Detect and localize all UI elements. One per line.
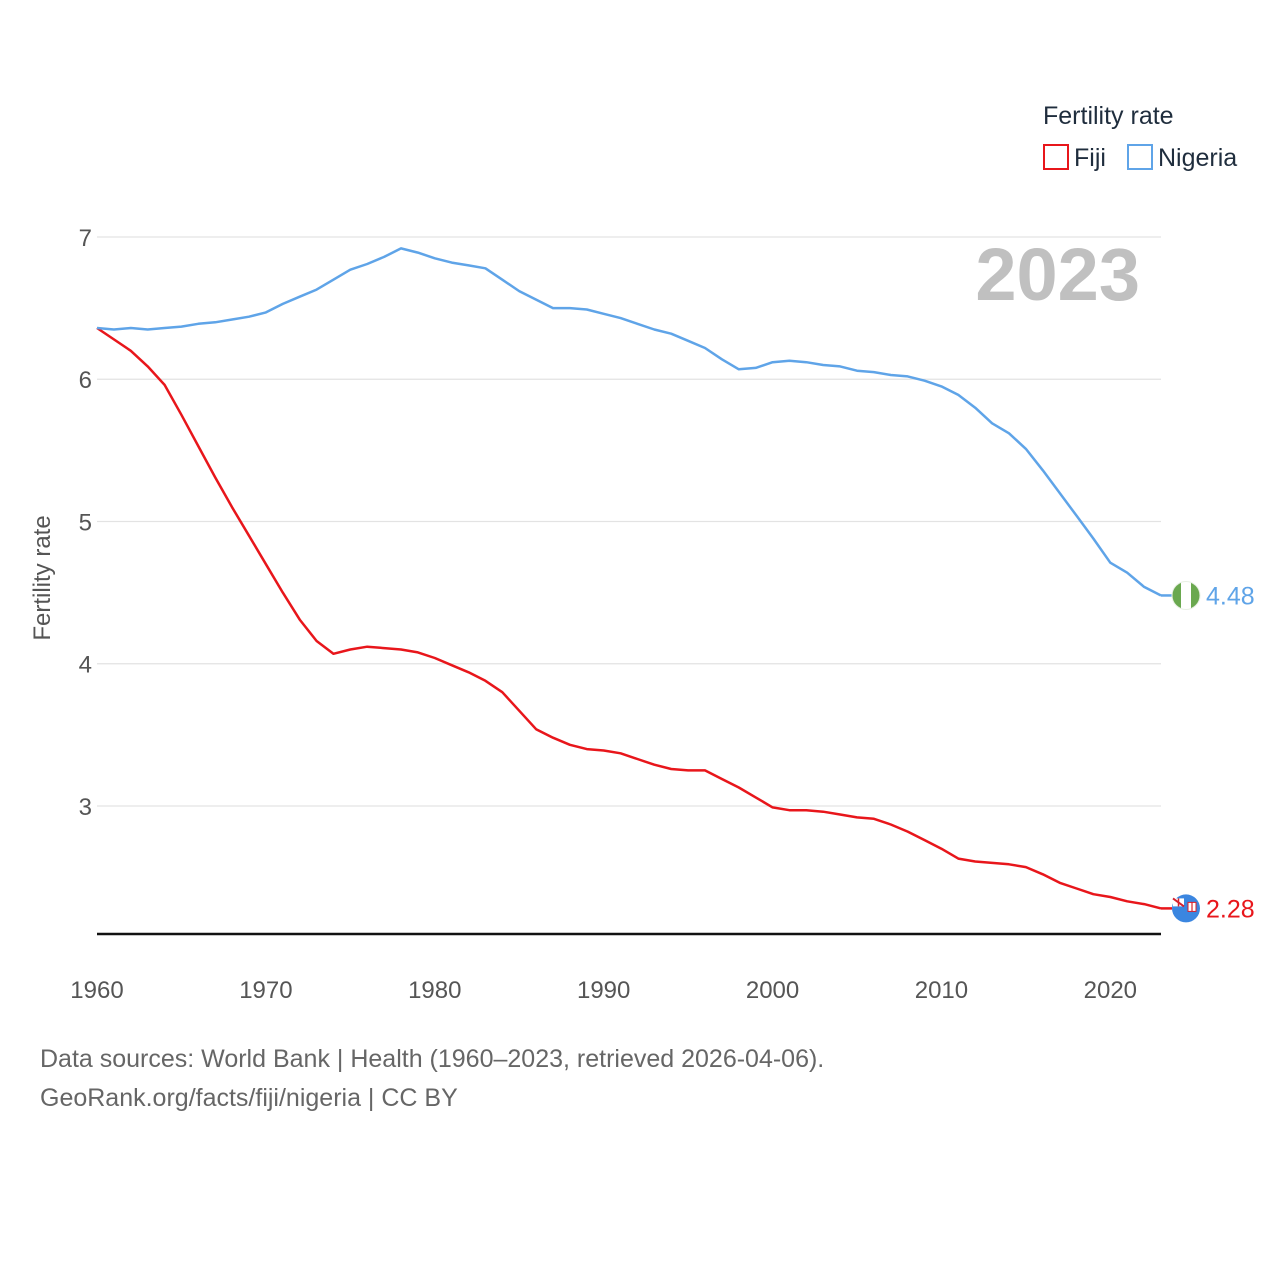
- end-markers: 2.28 4.48: [1161, 580, 1255, 923]
- flag-nigeria-icon: [1171, 580, 1201, 610]
- legend-title: Fertility rate: [1043, 102, 1174, 130]
- x-tick-1970: 1970: [239, 977, 292, 1004]
- x-tick-1960: 1960: [70, 977, 123, 1004]
- year-label: 2023: [975, 233, 1140, 316]
- series-line-fiji: [96, 326, 1162, 910]
- y-tick-6: 6: [79, 367, 92, 394]
- legend-item-nigeria[interactable]: Nigeria: [1127, 144, 1237, 172]
- y-tick-3: 3: [79, 794, 92, 821]
- legend-item-fiji[interactable]: Fiji: [1043, 144, 1106, 172]
- legend-swatch-nigeria: [1127, 144, 1153, 170]
- legend-swatch-fiji: [1043, 144, 1069, 170]
- legend: Fertility rate Fiji Nigeria: [1043, 102, 1237, 172]
- x-axis: 1960 1970 1980 1990 2000 2010 2020: [70, 977, 1137, 1004]
- y-axis-label: Fertility rate: [29, 515, 56, 640]
- grid: [97, 236, 1161, 807]
- x-tick-2020: 2020: [1084, 977, 1137, 1004]
- y-axis: 3 4 5 6 7: [79, 225, 92, 821]
- x-tick-2010: 2010: [915, 977, 968, 1004]
- series-lines: [96, 247, 1162, 910]
- y-tick-5: 5: [79, 509, 92, 536]
- series-line-nigeria: [96, 247, 1162, 597]
- footer-sources: Data sources: World Bank | Health (1960–…: [40, 1045, 825, 1073]
- x-tick-1990: 1990: [577, 977, 630, 1004]
- legend-label-fiji: Fiji: [1074, 144, 1106, 172]
- y-tick-4: 4: [79, 652, 92, 679]
- x-tick-1980: 1980: [408, 977, 461, 1004]
- footer-attribution[interactable]: GeoRank.org/facts/fiji/nigeria | CC BY: [40, 1084, 458, 1112]
- end-label-fiji: 2.28: [1206, 895, 1255, 923]
- x-tick-2000: 2000: [746, 977, 799, 1004]
- legend-label-nigeria: Nigeria: [1158, 144, 1237, 172]
- flag-fiji-icon: [1172, 894, 1200, 923]
- end-label-nigeria: 4.48: [1206, 582, 1255, 610]
- y-tick-7: 7: [79, 225, 92, 252]
